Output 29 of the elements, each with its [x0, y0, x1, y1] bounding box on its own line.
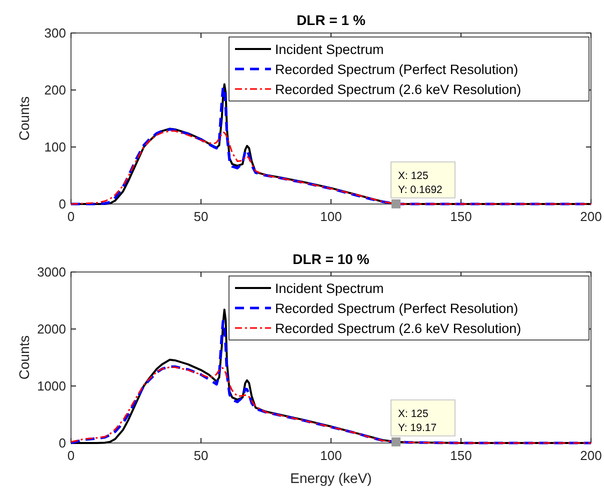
x-tick-label: 100: [320, 448, 342, 463]
legend-label: Incident Spectrum: [275, 281, 384, 296]
y-axis-title: Counts: [16, 335, 32, 380]
x-tick-label: 200: [580, 209, 602, 224]
y-tick-label: 100: [44, 140, 66, 154]
x-tick-label: 150: [450, 209, 472, 224]
x-tick-label: 50: [194, 209, 208, 224]
legend-label: Recorded Spectrum (Perfect Resolution): [275, 301, 518, 316]
legend-label: Recorded Spectrum (2.6 keV Resolution): [275, 82, 522, 97]
y-tick-label: 0: [58, 196, 66, 212]
x-tick-label: 50: [194, 448, 208, 463]
legend-label: Recorded Spectrum (2.6 keV Resolution): [275, 321, 522, 336]
legend-label: Recorded Spectrum (Perfect Resolution): [275, 62, 518, 77]
y-tick-label: 3000: [37, 264, 66, 280]
x-tick-label: 200: [580, 448, 602, 463]
y-tick-label: 200: [44, 82, 66, 98]
y-tick-label: 2000: [37, 322, 66, 336]
legend-label: Incident Spectrum: [275, 42, 384, 57]
x-axis-title: Energy (keV): [290, 470, 372, 486]
y-tick-label: 300: [44, 26, 66, 40]
y-tick-label: 1000: [37, 378, 66, 394]
y-axis-title: Counts: [16, 96, 32, 141]
annotation: X: 125 Y: 19.17: [398, 408, 437, 434]
chart-title: DLR = 10 %: [292, 251, 370, 267]
x-tick-label: 150: [450, 448, 472, 463]
chart-title: DLR = 1 %: [296, 12, 366, 28]
annotation: X: 125 Y: 0.1692: [398, 170, 443, 196]
x-tick-label: 100: [320, 209, 342, 224]
y-tick-label: 0: [58, 436, 66, 450]
